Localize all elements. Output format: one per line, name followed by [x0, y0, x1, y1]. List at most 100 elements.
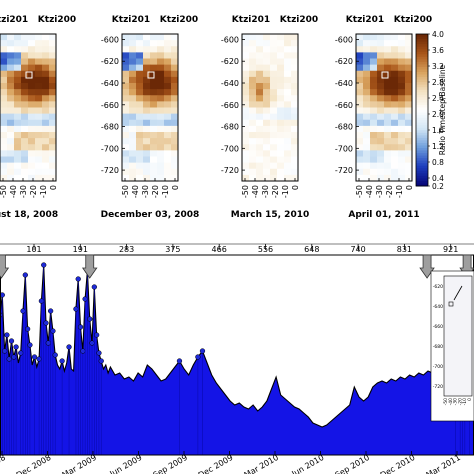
- heatmap-cell: [363, 40, 371, 47]
- heatmap-cell: [277, 113, 285, 121]
- heatmap-cell: [284, 162, 292, 170]
- heatmap-cell: [150, 89, 158, 96]
- panel-label-ktzi200: Ktzi200: [38, 15, 76, 25]
- heatmap-cell: [277, 107, 285, 115]
- colorbar-segment: [416, 163, 428, 167]
- heatmap-cell: [28, 46, 36, 53]
- heatmap-cell: [356, 162, 364, 170]
- colorbar-segment: [416, 150, 428, 154]
- heatmap-cell: [164, 101, 172, 108]
- heatmap-cell: [143, 64, 151, 72]
- heatmap-cell: [277, 64, 285, 72]
- heatmap-cell: [7, 107, 15, 115]
- heatmap-cell: [356, 34, 364, 41]
- data-point: [20, 308, 26, 314]
- heatmap-cell: [143, 144, 151, 151]
- heatmap-cell: [14, 34, 22, 41]
- heatmap-cell: [398, 156, 406, 164]
- heatmap-cell: [28, 162, 36, 170]
- heatmap-cell: [42, 52, 50, 59]
- heatmap-cell: [384, 107, 392, 115]
- y-tick-label: -700: [101, 144, 119, 153]
- heatmap-cell: [42, 132, 50, 139]
- heatmap-cell: [49, 132, 57, 139]
- heatmap-cell: [136, 34, 144, 41]
- heatmap-cell: [377, 76, 385, 84]
- colorbar-segment: [416, 180, 428, 184]
- heatmap-cell: [157, 76, 165, 84]
- heatmap-cell: [171, 64, 179, 72]
- heatmap-cell: [242, 119, 250, 127]
- heatmap-cell: [42, 34, 50, 41]
- heatmap-cell: [42, 156, 50, 164]
- colorbar: 4.0 3.6 3.2 2.8 2.4 2.0 1.6 1.2 0.8 0.40.2 Ratio T…: [415, 30, 447, 191]
- inset-y-tick-label: -720: [433, 384, 443, 390]
- heatmap-cell: [377, 119, 385, 127]
- heatmap-cell: [277, 40, 285, 47]
- heatmap-cell: [284, 76, 292, 84]
- heatmap-cell: [263, 162, 271, 170]
- x-tick-label: -20: [29, 185, 38, 198]
- colorbar-segment: [416, 99, 428, 103]
- heatmap-cell: [157, 119, 165, 127]
- y-tick-label: -680: [221, 123, 239, 132]
- x-tick-label: 0: [405, 185, 414, 190]
- heatmap-cell: [270, 107, 278, 115]
- heatmap-cell: [49, 70, 57, 78]
- heatmap-cell: [391, 52, 399, 59]
- heatmap-cell: [284, 40, 292, 47]
- y-tick-label: -680: [335, 123, 353, 132]
- heatmap-cell: [270, 76, 278, 84]
- heatmap-cell: [28, 107, 36, 115]
- heatmap-cell: [370, 70, 378, 78]
- heatmap-cell: [7, 119, 15, 127]
- data-point: [24, 326, 31, 332]
- heatmap-cell: [49, 58, 57, 66]
- heatmap-cell: [35, 76, 43, 84]
- heatmap-cell: [35, 70, 43, 78]
- heatmap-cell: [398, 95, 406, 102]
- heatmap-cell: [363, 58, 371, 66]
- heatmap-cell: [0, 101, 8, 108]
- heatmap-cell: [263, 107, 271, 115]
- heatmap-cell: [242, 162, 250, 170]
- heatmap-cell: [42, 101, 50, 108]
- heatmap-cell: [249, 64, 257, 72]
- heatmap-cell: [14, 113, 22, 121]
- heatmap-cell: [277, 174, 285, 182]
- heatmap-cell: [391, 107, 399, 115]
- heatmap-cell: [122, 89, 130, 96]
- heatmap-cell: [377, 34, 385, 41]
- heatmap-cell: [49, 138, 57, 145]
- heatmap-cell: [263, 156, 271, 164]
- heatmap-cell: [122, 156, 130, 164]
- colorbar-tick-label: 0.4: [432, 174, 444, 183]
- heatmap-cell: [363, 52, 371, 59]
- heatmap-cell: [391, 138, 399, 145]
- heatmap-cell: [164, 46, 172, 53]
- heatmap-cell: [291, 95, 299, 102]
- heatmap-cell: [7, 70, 15, 78]
- top-tick-label: 191: [73, 245, 88, 254]
- heatmap-cell: [14, 76, 22, 84]
- heatmap-cell: [143, 125, 151, 133]
- heatmap-cell: [21, 89, 29, 96]
- heatmap-cell: [391, 83, 399, 90]
- heatmap-cell: [242, 144, 250, 151]
- heatmap-cell: [129, 168, 137, 176]
- heatmap-cell: [21, 132, 29, 139]
- heatmap-cell: [363, 174, 371, 182]
- heatmap-cell: [14, 40, 22, 47]
- heatmap-cell: [0, 113, 8, 121]
- heatmap-cell: [14, 144, 22, 151]
- heatmap-cell: [129, 46, 137, 53]
- colorbar-segment: [416, 94, 428, 98]
- heatmap-cell: [291, 64, 299, 72]
- heatmap-cell: [21, 168, 29, 176]
- heatmap-cell: [129, 132, 137, 139]
- heatmap-cell: [270, 162, 278, 170]
- heatmap-cell: [42, 70, 50, 78]
- x-tick-label: -40: [251, 185, 260, 198]
- x-tick-label: -50: [121, 185, 130, 198]
- heatmap-cell: [377, 52, 385, 59]
